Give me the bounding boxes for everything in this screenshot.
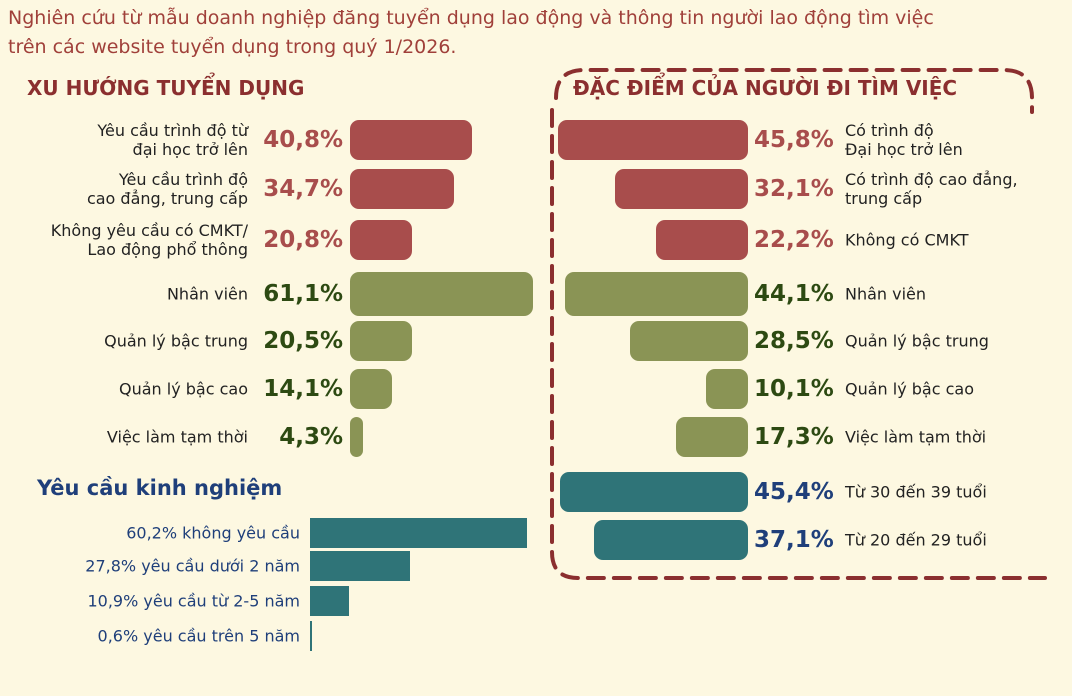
category-label: Việc làm tạm thời	[106, 427, 248, 447]
category-label: Quản lý bậc cao	[119, 379, 248, 399]
bar	[310, 551, 411, 581]
chart-title: ĐẶC ĐIỂM CỦA NGƯỜI ĐI TÌM VIỆC	[573, 76, 958, 100]
category-label: Yêu cầu trình độ cao đẳng, trung cấp	[86, 170, 248, 208]
chart-title: XU HƯỚNG TUYỂN DỤNG	[27, 76, 305, 100]
category-label: Quản lý bậc trung	[104, 331, 248, 351]
bar	[557, 120, 748, 160]
category-label: Không yêu cầu có CMKT/ Lao động phổ thôn…	[50, 221, 248, 259]
bar	[310, 518, 527, 548]
category-label: Từ 20 đến 29 tuổi	[845, 530, 987, 550]
value-label: 28,5%	[754, 328, 834, 354]
category-label: 60,2% không yêu cầu	[126, 523, 300, 543]
category-label: 0,6% yêu cầu trên 5 năm	[97, 626, 300, 646]
bar	[310, 586, 350, 616]
bar	[350, 272, 534, 316]
bar	[629, 321, 748, 361]
category-label: Từ 30 đến 39 tuổi	[845, 482, 987, 502]
value-label: 61,1%	[263, 281, 343, 307]
bar	[564, 272, 748, 316]
value-label: 40,8%	[263, 127, 343, 153]
value-label: 4,3%	[279, 424, 343, 450]
bar	[350, 321, 412, 361]
value-label: 45,4%	[754, 479, 834, 505]
category-label: 27,8% yêu cầu dưới 2 năm	[85, 556, 300, 576]
value-label: 45,8%	[754, 127, 834, 153]
category-label: Yêu cầu trình độ từ đại học trở lên	[97, 121, 248, 159]
category-label: Nhân viên	[845, 284, 927, 304]
bar	[350, 220, 413, 260]
value-label: 32,1%	[754, 176, 834, 202]
chart-title: Yêu cầu kinh nghiệm	[37, 476, 283, 500]
category-label: Quản lý bậc trung	[845, 331, 989, 351]
value-label: 20,8%	[263, 227, 343, 253]
bar	[614, 169, 748, 209]
value-label: 34,7%	[263, 176, 343, 202]
value-label: 22,2%	[754, 227, 834, 253]
bar	[676, 417, 748, 457]
bar	[559, 472, 748, 512]
bar	[310, 621, 313, 651]
bar	[706, 369, 748, 409]
value-label: 17,3%	[754, 424, 834, 450]
value-label: 14,1%	[263, 376, 343, 402]
intro-text: Nghiên cứu từ mẫu doanh nghiệp đăng tuyể…	[8, 7, 934, 58]
category-label: 10,9% yêu cầu từ 2-5 năm	[87, 591, 300, 611]
category-label: Nhân viên	[166, 284, 248, 304]
bar	[350, 417, 363, 457]
category-label: Việc làm tạm thời	[845, 427, 987, 447]
bar	[655, 220, 748, 260]
category-label: Quản lý bậc cao	[845, 379, 974, 399]
value-label: 20,5%	[263, 328, 343, 354]
bar	[350, 169, 455, 209]
category-label: Không có CMKT	[845, 230, 969, 250]
category-label: Có trình độ cao đẳng, trung cấp	[845, 170, 1018, 208]
bar	[350, 120, 473, 160]
bar	[350, 369, 393, 409]
value-label: 44,1%	[754, 281, 834, 307]
value-label: 37,1%	[754, 527, 834, 553]
value-label: 10,1%	[754, 376, 834, 402]
bar	[594, 520, 748, 560]
category-label: Có trình độ Đại học trở lên	[845, 121, 963, 159]
